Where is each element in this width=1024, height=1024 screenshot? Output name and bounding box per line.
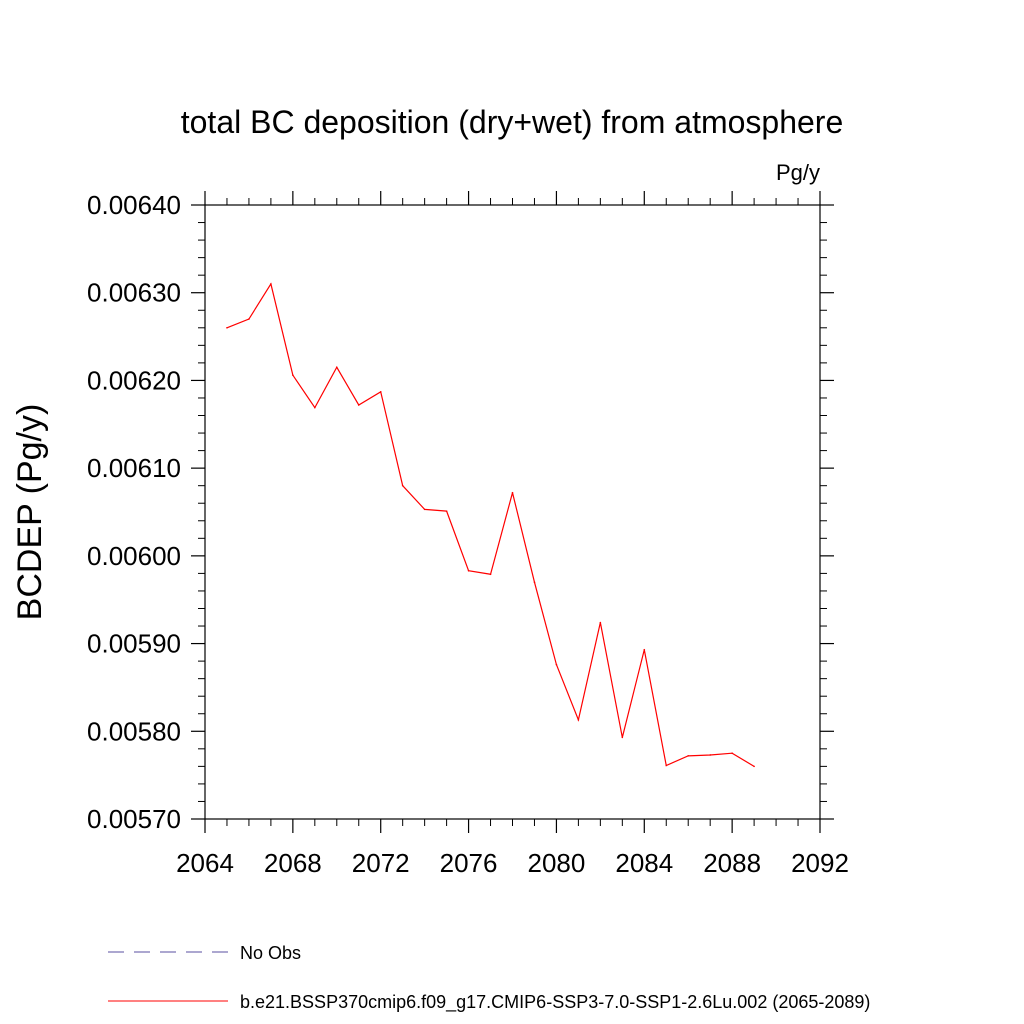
data-point — [665, 764, 668, 767]
chart-title: total BC deposition (dry+wet) from atmos… — [181, 104, 844, 140]
x-tick-label: 2072 — [352, 848, 410, 878]
data-point — [379, 391, 382, 393]
y-tick-label: 0.00570 — [87, 804, 181, 834]
data-point — [643, 648, 646, 651]
plot-frame — [204, 204, 821, 820]
legend-label: b.e21.BSSP370cmip6.f09_g17.CMIP6-SSP3-7.… — [240, 992, 870, 1013]
data-point — [467, 569, 470, 572]
data-point — [248, 318, 250, 320]
data-point — [555, 663, 558, 666]
data-point — [335, 366, 338, 369]
y-axis-label: BCDEP (Pg/y) — [11, 404, 49, 621]
data-point — [401, 484, 404, 487]
x-tick-label: 2068 — [264, 848, 322, 878]
data-point — [753, 765, 755, 768]
data-point — [489, 573, 492, 576]
data-point — [314, 406, 316, 409]
legend-label: No Obs — [240, 943, 301, 963]
data-point — [423, 508, 426, 511]
y-tick-label: 0.00640 — [87, 190, 181, 220]
units-label: Pg/y — [776, 160, 820, 185]
data-point — [226, 327, 228, 329]
x-tick-label: 2076 — [440, 848, 498, 878]
y-tick-label: 0.00610 — [87, 453, 181, 483]
axis-ticks — [191, 191, 834, 833]
y-tick-label: 0.00580 — [87, 716, 181, 746]
data-point — [577, 719, 580, 721]
data-point — [731, 752, 733, 755]
x-tick-label: 2080 — [528, 848, 586, 878]
y-tick-label: 0.00590 — [87, 629, 181, 659]
data-point — [687, 755, 690, 757]
x-tick-label: 2088 — [703, 848, 761, 878]
data-point — [709, 754, 711, 756]
x-tick-label: 2092 — [791, 848, 849, 878]
data-point — [511, 491, 514, 494]
x-tick-label: 2064 — [176, 848, 234, 878]
tick-labels: 2064 2068 2072 2076 2080 2084 2088 2092 0.00570 0… — [87, 190, 849, 878]
legend: No Obs b.e21.BSSP370cmip6.f09_g17.CMIP6-S… — [108, 943, 870, 1013]
y-tick-label: 0.00600 — [87, 541, 181, 571]
series-line — [226, 282, 755, 767]
y-tick-label: 0.00620 — [87, 365, 181, 395]
data-point — [357, 404, 360, 406]
series-layer — [226, 282, 755, 768]
x-tick-label: 2084 — [615, 848, 673, 878]
y-tick-label: 0.00630 — [87, 278, 181, 308]
data-point — [445, 510, 448, 512]
data-point — [533, 581, 536, 583]
data-point — [599, 621, 602, 624]
data-point — [270, 283, 272, 285]
data-point — [292, 374, 294, 376]
data-point — [621, 736, 624, 739]
